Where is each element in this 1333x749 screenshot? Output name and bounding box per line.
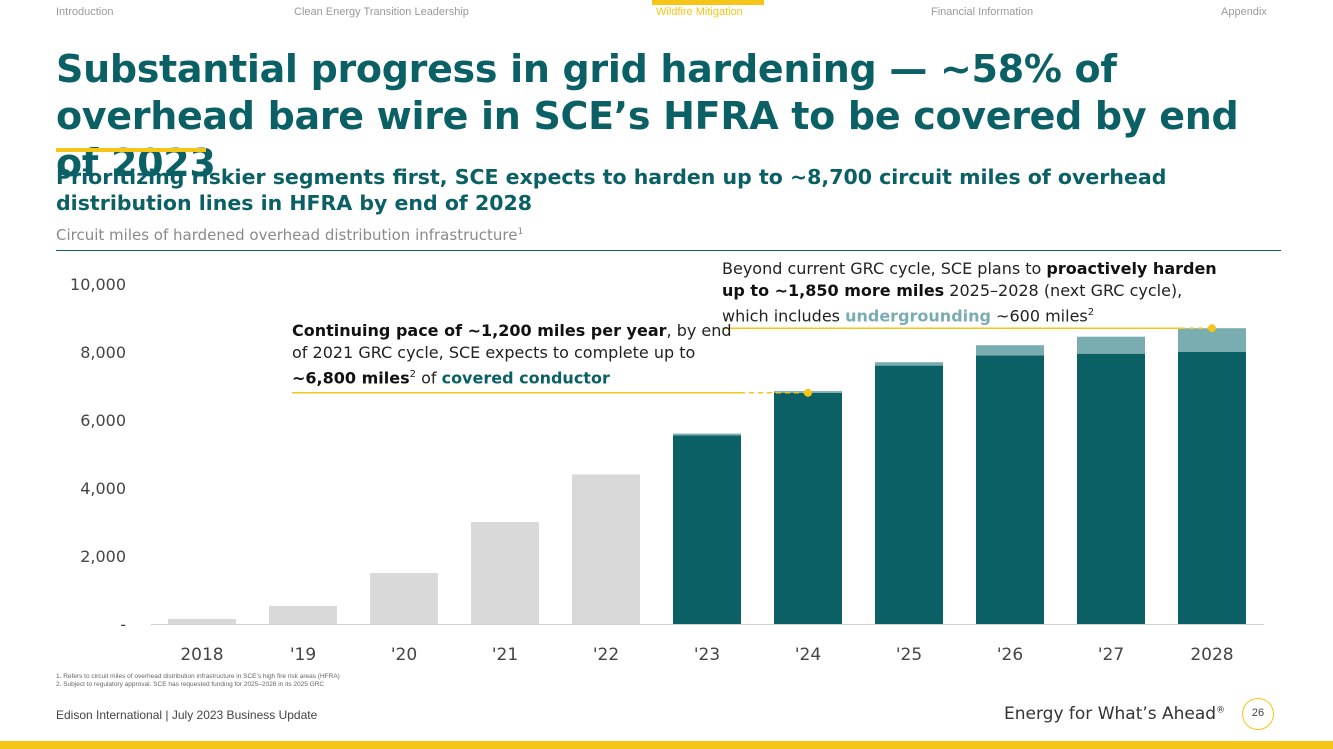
top-navigation: Introduction Clean Energy Transition Lea… bbox=[0, 0, 1333, 30]
marker-8700-miles bbox=[1208, 324, 1216, 333]
annotation-left-bold-pace: Continuing pace of ~1,200 miles per year bbox=[292, 321, 667, 340]
chart-caption-footnote-ref: 1 bbox=[517, 227, 524, 237]
bottom-accent-bar bbox=[0, 741, 1333, 749]
annotation-left-footnote-ref: 2 bbox=[409, 369, 416, 380]
x-tick-label: '21 bbox=[492, 645, 518, 665]
bar-segment bbox=[269, 605, 337, 624]
bar-segment bbox=[1077, 336, 1145, 354]
footer-tagline: Energy for What’s Ahead® bbox=[1004, 704, 1225, 724]
x-tick-label: '22 bbox=[593, 645, 619, 665]
y-tick-label: 2,000 bbox=[80, 547, 126, 566]
nav-item-clean-energy[interactable]: Clean Energy Transition Leadership bbox=[294, 6, 469, 18]
x-tick-label: '27 bbox=[1098, 645, 1124, 665]
title-underline bbox=[56, 148, 206, 152]
bar-segment bbox=[370, 573, 438, 624]
x-tick-label: '24 bbox=[795, 645, 821, 665]
footnotes: 1. Refers to circuit miles of overhead d… bbox=[56, 673, 340, 689]
bar-segment bbox=[471, 522, 539, 624]
y-tick-label: - bbox=[120, 615, 126, 634]
nav-item-introduction[interactable]: Introduction bbox=[56, 6, 114, 18]
bar-segment bbox=[1077, 353, 1145, 624]
annotation-covered-conductor: Continuing pace of ~1,200 miles per year… bbox=[292, 320, 732, 389]
x-tick-label: '19 bbox=[290, 645, 316, 665]
marker-6800-miles bbox=[804, 388, 812, 397]
bar-segment bbox=[572, 474, 640, 624]
annotation-left-bold-miles: ~6,800 miles bbox=[292, 368, 410, 388]
bar-segment bbox=[1178, 328, 1246, 352]
x-tick-label: '25 bbox=[896, 645, 922, 665]
y-tick-label: 6,000 bbox=[80, 411, 126, 430]
annotation-right-footnote-ref: 2 bbox=[1087, 307, 1095, 318]
registered-mark: ® bbox=[1216, 705, 1226, 716]
bar-segment bbox=[875, 362, 943, 366]
x-tick-label: '23 bbox=[694, 645, 720, 665]
chart-caption: Circuit miles of hardened overhead distr… bbox=[56, 226, 523, 244]
y-tick-label: 4,000 bbox=[80, 479, 126, 498]
x-tick-label: 2028 bbox=[1190, 645, 1233, 665]
bar-segment bbox=[875, 365, 943, 624]
footnote-2: 2. Subject to regulatory approval. SCE h… bbox=[56, 681, 325, 688]
y-tick-label: 8,000 bbox=[80, 343, 126, 362]
annotation-left-covered-conductor: covered conductor bbox=[441, 368, 610, 388]
x-tick-label: '26 bbox=[997, 645, 1023, 665]
chart-caption-text: Circuit miles of hardened overhead distr… bbox=[56, 226, 518, 244]
annotation-left-text-1: , by end of 2021 GRC cycle, SCE expects … bbox=[292, 321, 732, 362]
annotation-right-text-2: 2025–2028 (next GRC cycle), which includ… bbox=[722, 281, 1183, 326]
bar-chart: - 2,000 4,000 6,000 8,000 10,000 2018 '19 '20 '21… bbox=[70, 275, 1264, 665]
x-tick-label: '20 bbox=[391, 645, 417, 665]
footer-company-date: Edison International | July 2023 Busines… bbox=[56, 708, 318, 722]
nav-item-financial-information[interactable]: Financial Information bbox=[931, 6, 1034, 18]
annotation-right-undergrounding: undergrounding bbox=[845, 306, 991, 326]
nav-item-wildfire-mitigation[interactable]: Wildfire Mitigation bbox=[656, 6, 743, 18]
bar-segment bbox=[1178, 352, 1246, 624]
bar-segment bbox=[673, 433, 741, 436]
page-number: 26 bbox=[1242, 698, 1274, 730]
page-title: Substantial progress in grid hardening —… bbox=[56, 47, 1239, 185]
bar-segment bbox=[673, 435, 741, 624]
annotation-right-bold: proactively harden up to ~1,850 more mil… bbox=[722, 259, 1217, 300]
y-tick-label: 10,000 bbox=[70, 275, 126, 294]
annotation-right-text-1: Beyond current GRC cycle, SCE plans to bbox=[722, 259, 1047, 278]
bar-segment bbox=[774, 392, 842, 624]
caption-divider bbox=[56, 250, 1281, 251]
annotation-next-grc-cycle: Beyond current GRC cycle, SCE plans to p… bbox=[722, 258, 1222, 327]
annotation-right-text-3: ~600 miles bbox=[990, 306, 1088, 326]
annotation-left-text-2: of bbox=[415, 368, 442, 388]
footnote-1: 1. Refers to circuit miles of overhead d… bbox=[56, 673, 340, 680]
x-tick-label: 2018 bbox=[180, 645, 223, 665]
page-subtitle: Prioritizing riskier segments first, SCE… bbox=[56, 165, 1167, 215]
bar-segment bbox=[976, 345, 1044, 356]
bar-segment bbox=[168, 618, 236, 624]
nav-item-appendix[interactable]: Appendix bbox=[1221, 6, 1267, 18]
bar-segment bbox=[976, 355, 1044, 624]
nav-active-indicator bbox=[652, 0, 764, 5]
footer-tagline-text: Energy for What’s Ahead bbox=[1004, 704, 1217, 724]
